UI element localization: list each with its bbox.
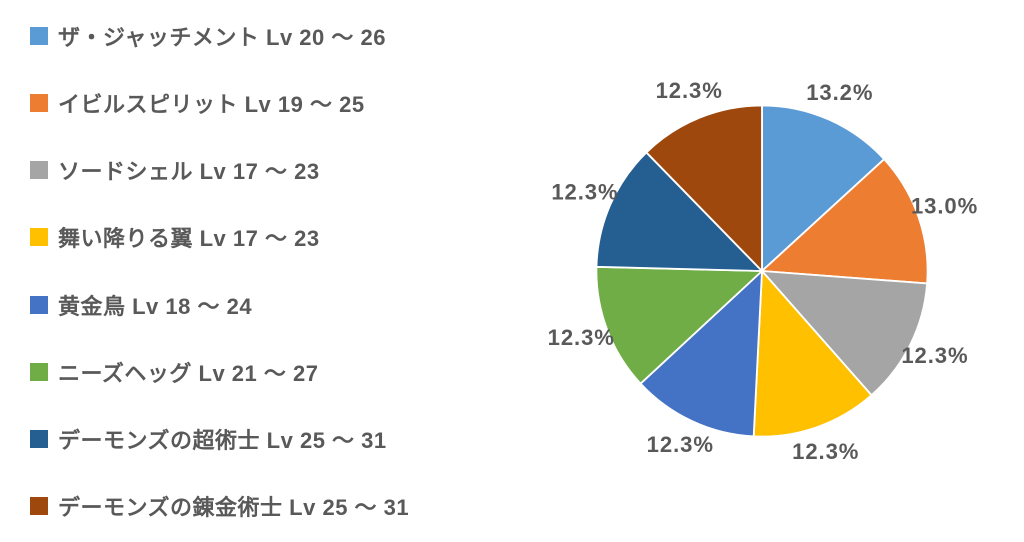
legend-item: イビルスピリット Lv 19 ～ 25: [30, 87, 500, 119]
legend: ザ・ジャッチメント Lv 20 ～ 26 イビルスピリット Lv 19 ～ 25 ソ…: [0, 0, 500, 542]
legend-item: デーモンズの錬金術士 Lv 25 ～ 31: [30, 490, 500, 522]
legend-item: 舞い降りる翼 Lv 17 ～ 23: [30, 221, 500, 253]
slice-label: 12.3%: [901, 343, 968, 368]
legend-label: イビルスピリット Lv 19 ～ 25: [58, 87, 365, 119]
slice-label: 12.3%: [656, 78, 723, 103]
legend-label: ソードシェル Lv 17 ～ 23: [58, 154, 320, 186]
legend-swatch: [30, 228, 48, 246]
legend-swatch: [30, 296, 48, 314]
legend-swatch: [30, 430, 48, 448]
slice-label: 12.3%: [647, 432, 714, 457]
legend-swatch: [30, 161, 48, 179]
legend-label: デーモンズの錬金術士 Lv 25 ～ 31: [58, 490, 409, 522]
legend-label: 舞い降りる翼 Lv 17 ～ 23: [58, 221, 320, 253]
legend-item: ソードシェル Lv 17 ～ 23: [30, 154, 500, 186]
slice-label: 13.0%: [911, 194, 978, 219]
slice-label: 12.3%: [792, 439, 859, 464]
slice-label: 12.3%: [551, 180, 618, 205]
slice-label: 12.3%: [548, 325, 615, 350]
legend-label: 黄金鳥 Lv 18 ～ 24: [58, 289, 252, 321]
legend-swatch: [30, 27, 48, 45]
legend-label: ニーズヘッグ Lv 21 ～ 27: [58, 356, 318, 388]
legend-item: 黄金鳥 Lv 18 ～ 24: [30, 289, 500, 321]
legend-swatch: [30, 94, 48, 112]
legend-item: ニーズヘッグ Lv 21 ～ 27: [30, 356, 500, 388]
pie-svg: 13.2% 13.0% 12.3% 12.3% 12.3% 12.3% 12.3% 12.3%: [532, 41, 992, 501]
pie-chart-area: 13.2% 13.0% 12.3% 12.3% 12.3% 12.3% 12.3% 12.3%: [500, 0, 1024, 542]
legend-item: デーモンズの超術士 Lv 25 ～ 31: [30, 423, 500, 455]
chart-container: ザ・ジャッチメント Lv 20 ～ 26 イビルスピリット Lv 19 ～ 25 ソ…: [0, 0, 1024, 542]
slice-label: 13.2%: [806, 80, 873, 105]
legend-swatch: [30, 363, 48, 381]
legend-item: ザ・ジャッチメント Lv 20 ～ 26: [30, 20, 500, 52]
legend-label: デーモンズの超術士 Lv 25 ～ 31: [58, 423, 387, 455]
legend-label: ザ・ジャッチメント Lv 20 ～ 26: [58, 20, 386, 52]
legend-swatch: [30, 497, 48, 515]
